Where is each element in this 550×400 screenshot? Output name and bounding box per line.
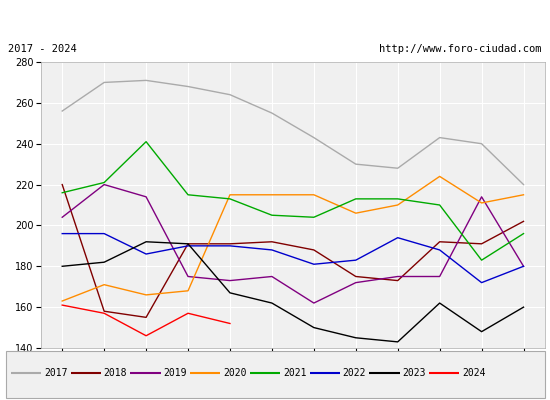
Text: 2018: 2018 [104, 368, 127, 378]
Text: http://www.foro-ciudad.com: http://www.foro-ciudad.com [379, 44, 542, 54]
Text: 2023: 2023 [402, 368, 426, 378]
Text: 2022: 2022 [343, 368, 366, 378]
Text: 2017: 2017 [44, 368, 68, 378]
Text: Evolucion del paro registrado en Cerceda: Evolucion del paro registrado en Cerceda [107, 11, 443, 25]
Text: 2021: 2021 [283, 368, 306, 378]
Text: 2019: 2019 [163, 368, 187, 378]
Text: 2017 - 2024: 2017 - 2024 [8, 44, 77, 54]
FancyBboxPatch shape [6, 351, 544, 398]
Text: 2020: 2020 [223, 368, 246, 378]
Text: 2024: 2024 [462, 368, 486, 378]
